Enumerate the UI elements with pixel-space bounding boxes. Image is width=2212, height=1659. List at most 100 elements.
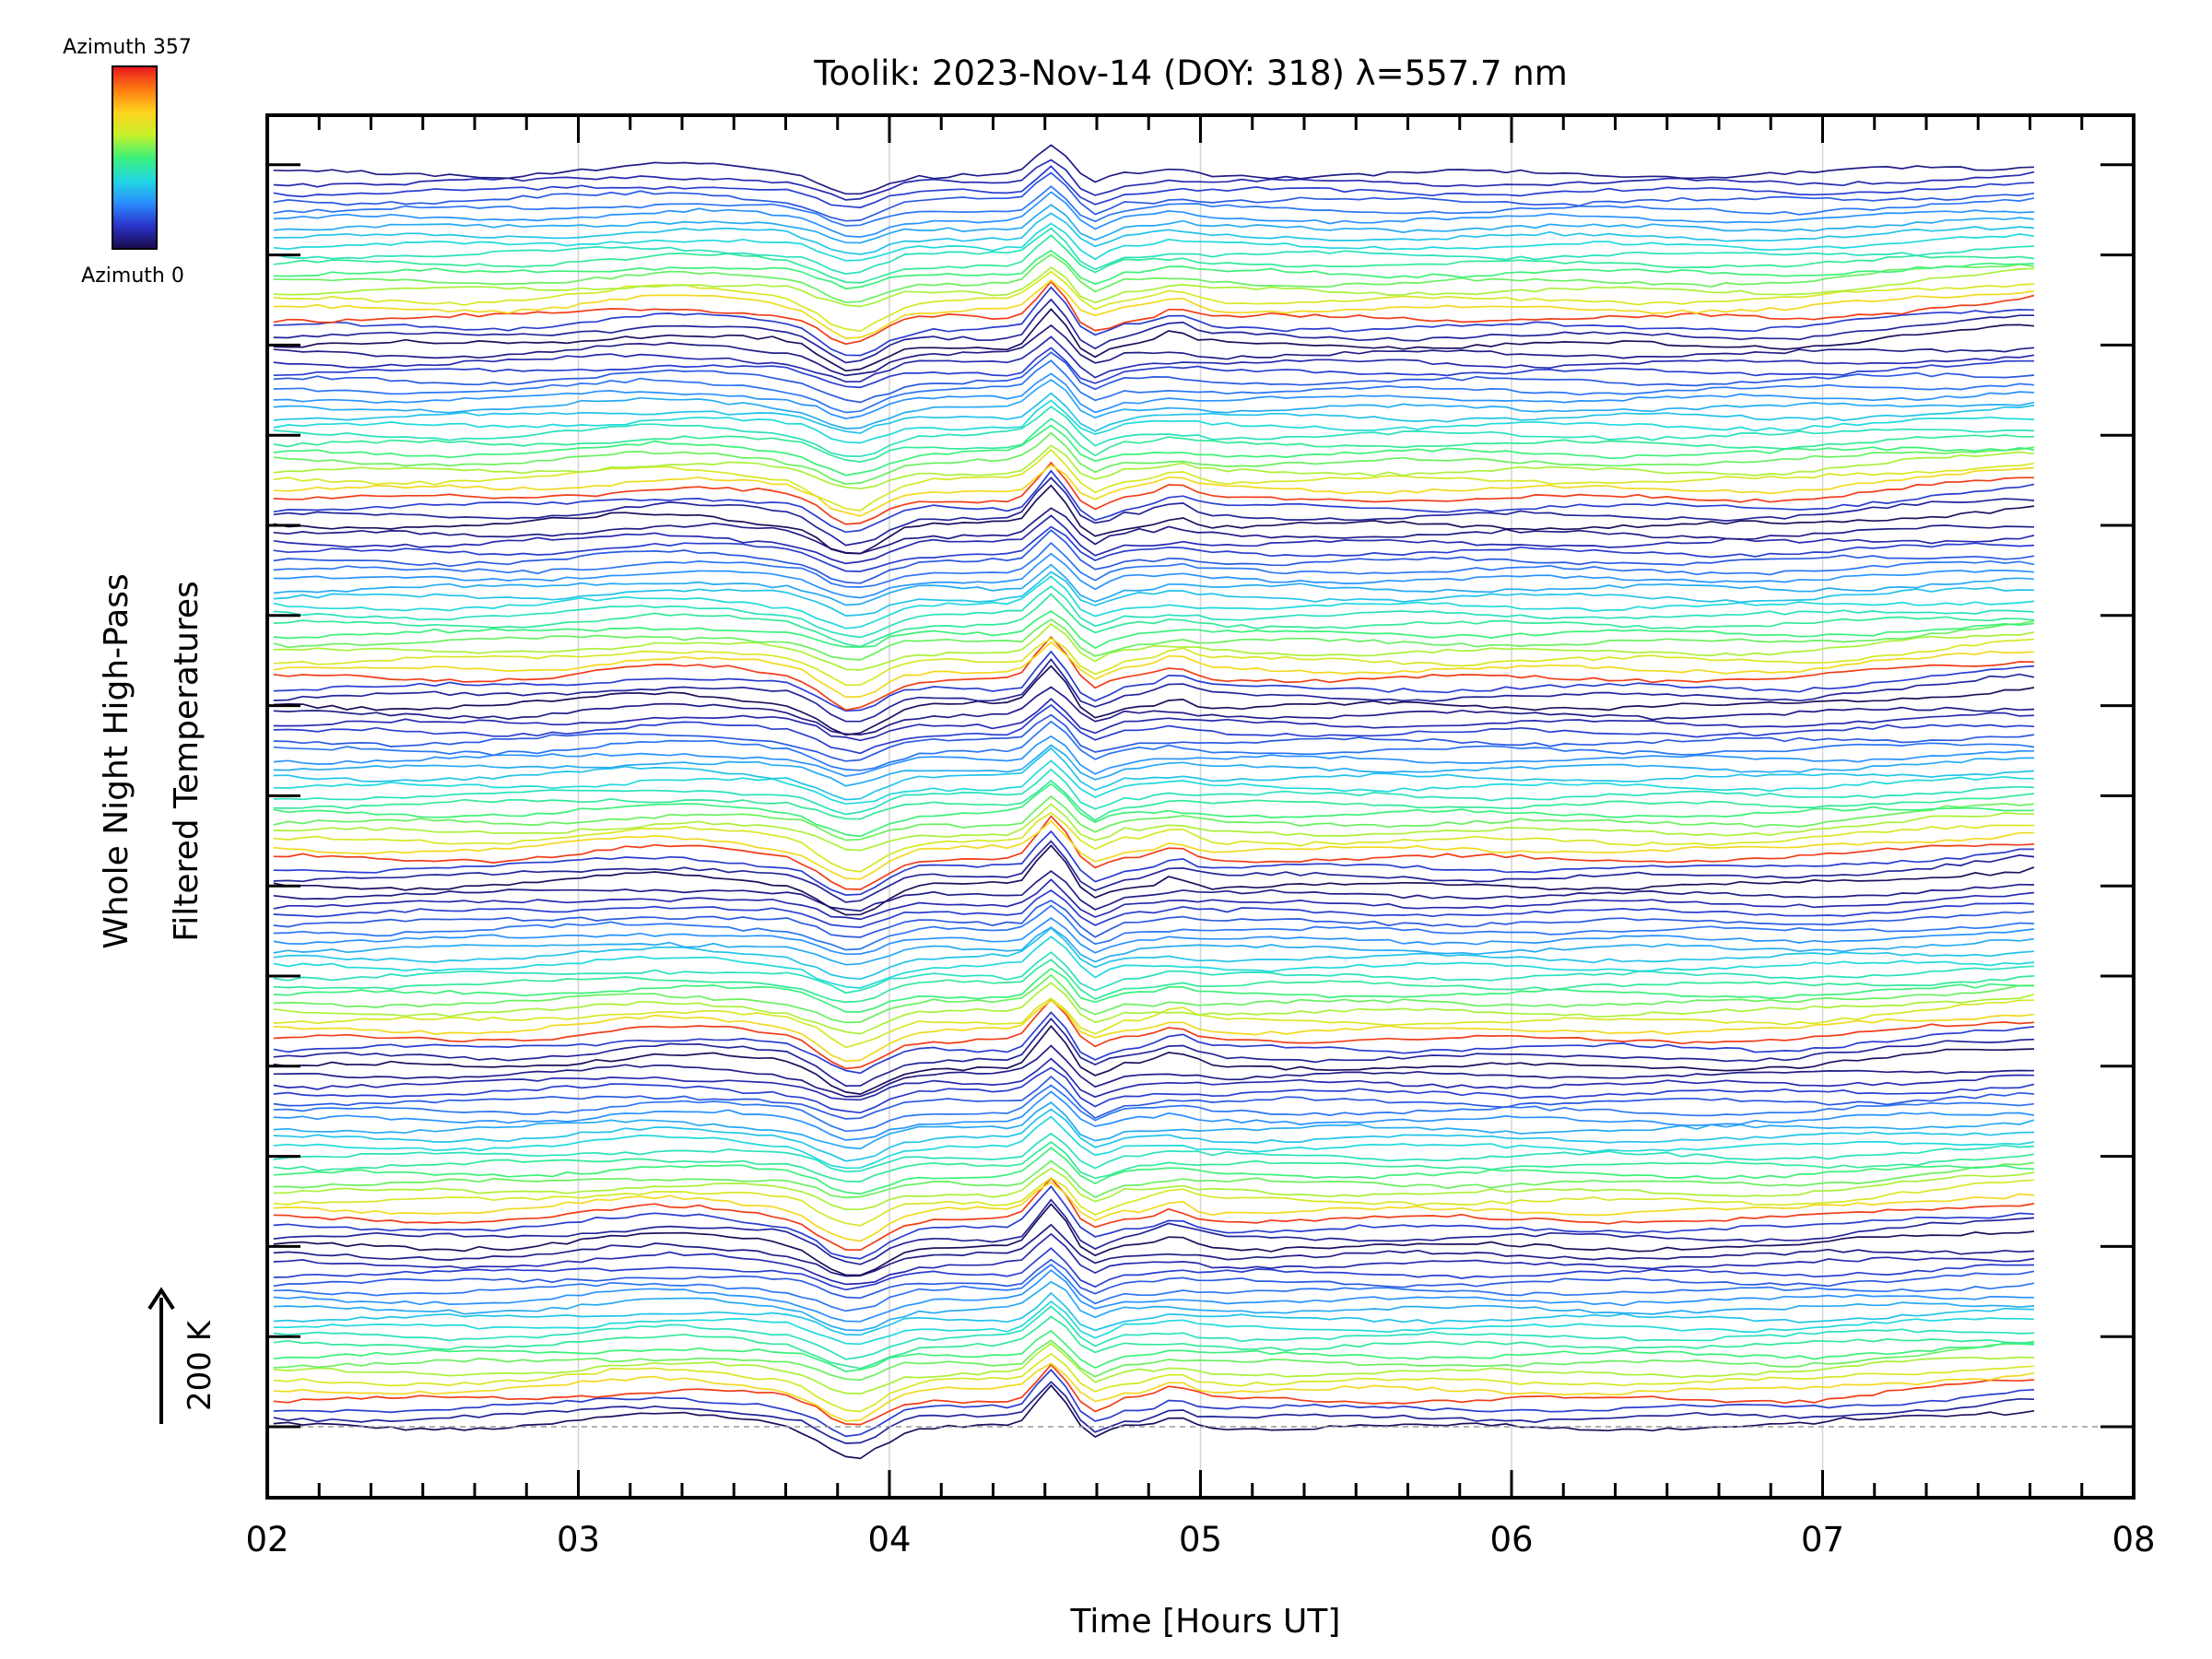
series-line bbox=[273, 794, 2035, 841]
series-line bbox=[273, 1315, 2035, 1370]
series-line bbox=[273, 1291, 2035, 1336]
series-line bbox=[273, 637, 2035, 687]
series-line bbox=[273, 1181, 2035, 1242]
series-line bbox=[273, 1342, 2035, 1395]
series-line bbox=[273, 779, 2035, 822]
series-line bbox=[273, 878, 2035, 921]
scale-arrow-icon bbox=[147, 1287, 175, 1311]
series-line bbox=[273, 636, 2035, 712]
series-line bbox=[273, 999, 2035, 1063]
series-line bbox=[273, 1363, 2035, 1426]
series-line bbox=[273, 1044, 2035, 1098]
series-line bbox=[273, 324, 2035, 377]
series-line bbox=[273, 552, 2035, 599]
colorbar bbox=[112, 65, 158, 250]
series-line bbox=[273, 418, 2035, 463]
series-line bbox=[273, 379, 2035, 429]
series-line bbox=[273, 997, 2035, 1049]
series-line bbox=[273, 830, 2034, 896]
series-line bbox=[273, 916, 2035, 956]
series-line bbox=[273, 1066, 2035, 1114]
x-tick-label: 07 bbox=[1801, 1520, 1844, 1559]
series-line bbox=[273, 1177, 2035, 1227]
series-line bbox=[273, 803, 2035, 852]
series-line bbox=[273, 1268, 2035, 1323]
series-lines bbox=[273, 144, 2035, 1460]
series-line bbox=[273, 1057, 2035, 1101]
series-line bbox=[273, 623, 2035, 671]
series-line bbox=[273, 1011, 2035, 1075]
series-line bbox=[273, 392, 2035, 434]
series-line bbox=[273, 249, 2035, 290]
series-line bbox=[273, 1381, 2035, 1444]
series-line bbox=[273, 703, 2035, 755]
series-line bbox=[273, 951, 2035, 994]
x-axis-label: Time [Hours UT] bbox=[1070, 1603, 1341, 1641]
series-line bbox=[273, 464, 2035, 517]
series-line bbox=[273, 959, 2035, 1004]
series-line bbox=[273, 768, 2035, 816]
series-line bbox=[273, 575, 2035, 629]
series-line bbox=[273, 165, 2035, 209]
series-line bbox=[273, 1132, 2035, 1173]
series-line bbox=[273, 844, 2035, 916]
series-line bbox=[273, 641, 2035, 699]
series-line bbox=[273, 1167, 2035, 1211]
series-line bbox=[273, 1329, 2035, 1372]
series-line bbox=[273, 298, 2034, 364]
series-line bbox=[273, 1232, 2035, 1286]
series-line bbox=[273, 424, 2035, 477]
series-line bbox=[273, 782, 2035, 838]
series-line bbox=[273, 212, 2035, 255]
series-line bbox=[273, 658, 2035, 723]
series-line bbox=[273, 1280, 2035, 1332]
series-line bbox=[273, 815, 2035, 890]
series-line bbox=[273, 227, 2035, 275]
series-line bbox=[273, 1362, 2035, 1422]
series-line bbox=[273, 280, 2035, 346]
series-line bbox=[273, 900, 2035, 938]
series-line bbox=[273, 1101, 2035, 1150]
series-line bbox=[273, 744, 2035, 787]
series-line bbox=[273, 1090, 2035, 1141]
series-line bbox=[273, 1339, 2035, 1382]
series-line bbox=[273, 347, 2035, 389]
series-line bbox=[273, 286, 2035, 357]
series-line bbox=[273, 967, 2035, 1013]
series-line bbox=[273, 698, 2035, 742]
series-line bbox=[273, 1147, 2035, 1195]
series-line bbox=[273, 1198, 2035, 1265]
series-line bbox=[273, 279, 2035, 339]
series-line bbox=[273, 525, 2035, 572]
series-line bbox=[273, 484, 2035, 555]
series-line bbox=[273, 448, 2035, 512]
series-line bbox=[273, 1159, 2035, 1199]
series-line bbox=[273, 926, 2035, 981]
colorbar-top-label: Azimuth 357 bbox=[63, 36, 192, 59]
series-line bbox=[273, 1247, 2035, 1291]
series-line bbox=[273, 469, 2035, 534]
series-line bbox=[273, 144, 2035, 195]
series-line bbox=[273, 840, 2035, 903]
series-line bbox=[273, 747, 2035, 801]
series-line bbox=[273, 1184, 2035, 1260]
series-line bbox=[273, 1084, 2035, 1133]
series-line bbox=[273, 1017, 2035, 1087]
series-line bbox=[273, 926, 2035, 966]
series-line bbox=[273, 571, 2035, 617]
series-line bbox=[273, 811, 2035, 873]
series-line bbox=[273, 406, 2035, 458]
series-line bbox=[273, 1369, 2035, 1438]
series-line bbox=[273, 222, 2035, 262]
colorbar-legend: Azimuth 357 Azimuth 0 bbox=[63, 36, 192, 288]
series-line bbox=[273, 1075, 2035, 1120]
series-line bbox=[273, 461, 2035, 525]
series-line bbox=[273, 1115, 2035, 1170]
series-line bbox=[273, 253, 2035, 303]
series-line bbox=[273, 720, 2035, 771]
series-line bbox=[273, 444, 2035, 490]
series-line bbox=[273, 563, 2035, 606]
series-line bbox=[273, 713, 2035, 762]
series-line bbox=[273, 1108, 2035, 1162]
series-line bbox=[273, 335, 2035, 383]
